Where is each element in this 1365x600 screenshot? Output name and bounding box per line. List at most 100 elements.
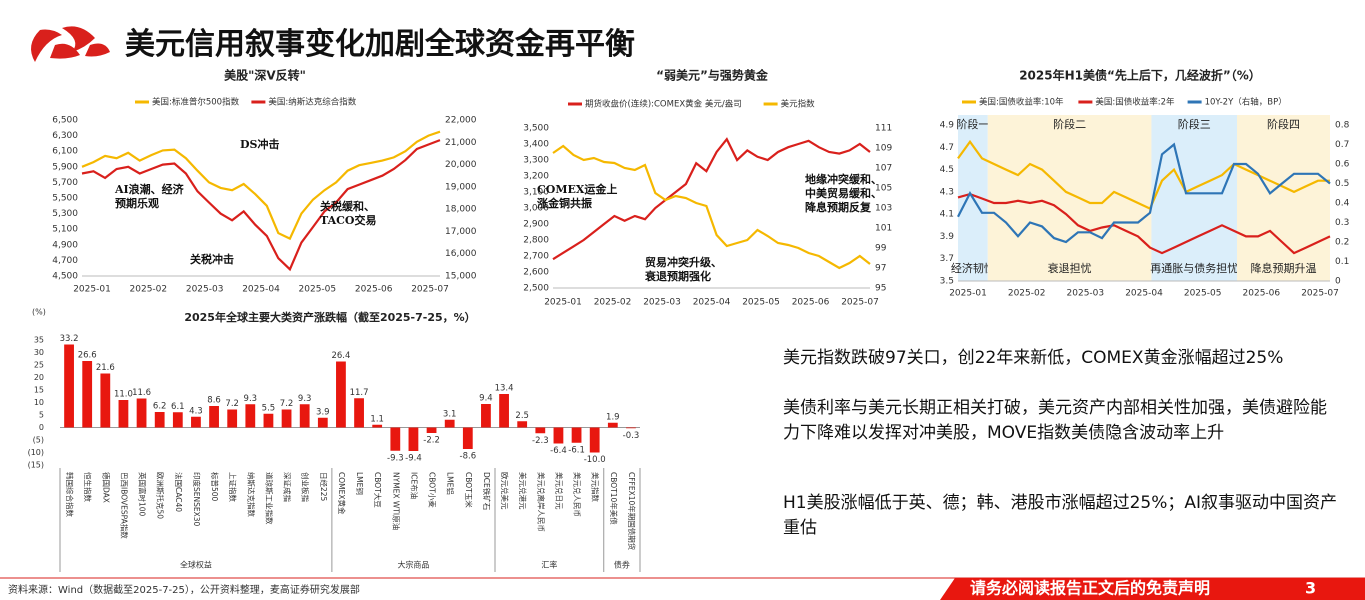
x-tick-label: 2025-03 <box>186 285 224 295</box>
category-label: 欧洲斯托克50 <box>156 472 166 519</box>
category-label: NYMEX WTI原油 <box>391 472 401 530</box>
annotation: TACO交易 <box>320 213 376 227</box>
value-label: 9.4 <box>479 394 493 404</box>
bar <box>481 404 491 428</box>
category-label: 美元兑人民币 <box>573 472 583 517</box>
stage-band <box>987 115 1152 281</box>
annotation: COMEX运金上 <box>537 182 617 196</box>
group-label: 债券 <box>614 560 630 570</box>
bar <box>281 409 292 428</box>
y-tick-label: 3,100 <box>523 188 549 198</box>
bullet: 美元指数跌破97关口，创22年来新低，COMEX黄金涨幅超过25% <box>783 348 1284 368</box>
page-number: 3 <box>1305 579 1316 598</box>
category-label: 巴西IBOVESPA指数 <box>119 472 129 539</box>
annotation: 贸易冲突升级、 <box>645 255 722 269</box>
y-tick-label: (15) <box>28 461 44 470</box>
legend-label: 美国:国债收益率:2年 <box>1095 97 1175 108</box>
stage-note: 衰退担忧 <box>1048 261 1092 275</box>
category-label: 美元指数 <box>591 472 601 502</box>
category-label: 美元兑离岸人民币 <box>536 472 546 532</box>
logo <box>31 26 110 62</box>
value-label: -6.4 <box>550 446 567 456</box>
bar <box>245 404 256 428</box>
stage-name: 阶段一 <box>956 117 989 131</box>
y-tick-label: 5,100 <box>52 225 78 235</box>
y2-tick-label: 107 <box>875 164 892 174</box>
x-tick-label: 2025-04 <box>242 285 280 295</box>
annotation: 预期乐观 <box>115 196 159 210</box>
y-tick-label: 35 <box>34 336 44 345</box>
y2-tick-label: 0.5 <box>1335 179 1349 189</box>
footer-source: 资料来源：Wind（数据截至2025-7-25），公开资料整理，麦高证券研究发展… <box>8 583 360 596</box>
value-label: 3.1 <box>443 409 457 419</box>
value-label: 11.0 <box>114 390 133 400</box>
category-label: CFFEX10年期国债期货 <box>627 472 637 551</box>
category-label: 上证指数 <box>228 472 238 502</box>
bullet: 美债利率与美元长期正相关打破，美元资产内部相关性加强，美债避险能力下降难以发挥对… <box>783 398 1327 443</box>
value-label: -10.0 <box>584 455 606 465</box>
x-tick-label: 2025-06 <box>355 285 393 295</box>
value-label: -9.4 <box>405 454 422 464</box>
y-tick-label: 6,300 <box>52 131 78 141</box>
y-tick-label: 5,300 <box>52 209 78 219</box>
bar <box>499 394 509 428</box>
y-tick-label: 3.5 <box>940 277 954 287</box>
bar <box>172 412 183 428</box>
bar <box>517 421 528 428</box>
series-line <box>81 130 441 241</box>
category-label: CBOT大豆 <box>373 472 383 508</box>
y2-tick-label: 0.3 <box>1335 218 1349 228</box>
x-tick-label: 2025-02 <box>1008 289 1046 299</box>
bar <box>589 427 600 453</box>
page-title: 美元信用叙事变化加剧全球资金再平衡 <box>125 27 635 62</box>
bar <box>100 373 111 428</box>
category-label: 英国富时100 <box>138 472 148 517</box>
value-label: 9.3 <box>298 394 312 404</box>
x-tick-label: 2025-01 <box>73 285 111 295</box>
y-tick-label: (5) <box>33 436 44 445</box>
value-label: 9.3 <box>244 394 258 404</box>
y2-tick-label: 0.6 <box>1335 160 1350 170</box>
group-label: 大宗商品 <box>397 560 429 570</box>
stage-name: 阶段三 <box>1178 117 1211 131</box>
y-tick-label: 15 <box>34 386 44 395</box>
bar <box>154 412 165 428</box>
y-tick-label: 30 <box>34 348 44 357</box>
chart-title: “弱美元”与强势黄金 <box>656 68 769 83</box>
x-tick-label: 2025-05 <box>742 298 780 308</box>
y-tick-label: 2,900 <box>523 220 549 230</box>
y2-tick-label: 17,000 <box>445 227 477 237</box>
category-label: 纳斯达克指数 <box>246 472 256 517</box>
series-line <box>957 192 1331 255</box>
legend-label: 美元指数 <box>781 99 816 110</box>
value-label: 13.4 <box>495 384 514 394</box>
series-line <box>81 139 441 272</box>
value-label: -9.3 <box>387 453 404 463</box>
value-label: 6.2 <box>153 402 167 412</box>
x-tick-label: 2025-06 <box>1243 289 1281 299</box>
bar <box>209 406 219 428</box>
y-tick-label: 3,300 <box>523 156 549 166</box>
category-label: LME铝 <box>446 472 456 495</box>
annotation: 关税冲击 <box>190 252 234 266</box>
stage-band <box>1237 115 1330 281</box>
stage-name: 阶段四 <box>1267 117 1300 131</box>
category-label: 法国CAC40 <box>174 472 184 512</box>
bar <box>317 417 328 428</box>
value-label: 26.6 <box>78 351 97 361</box>
y-tick-label: 4,700 <box>52 256 78 266</box>
y-tick-label: 3,200 <box>523 172 549 182</box>
category-label: 欧元兑美元 <box>500 472 510 510</box>
legend-label: 美国:标准普尔500指数 <box>152 97 240 108</box>
y-tick-label: 10 <box>34 398 44 407</box>
y-tick-label: 2,600 <box>523 268 549 278</box>
x-tick-label: 2025-05 <box>1184 289 1222 299</box>
y2-tick-label: 15,000 <box>445 272 477 282</box>
value-label: 21.6 <box>96 363 115 373</box>
x-tick-label: 2025-01 <box>544 298 582 308</box>
x-tick-label: 2025-01 <box>949 289 987 299</box>
x-tick-label: 2025-04 <box>693 298 731 308</box>
category-label: DCE铁矿石 <box>482 472 492 511</box>
y-tick-label: 3.9 <box>940 232 955 242</box>
x-tick-label: 2025-05 <box>299 285 337 295</box>
